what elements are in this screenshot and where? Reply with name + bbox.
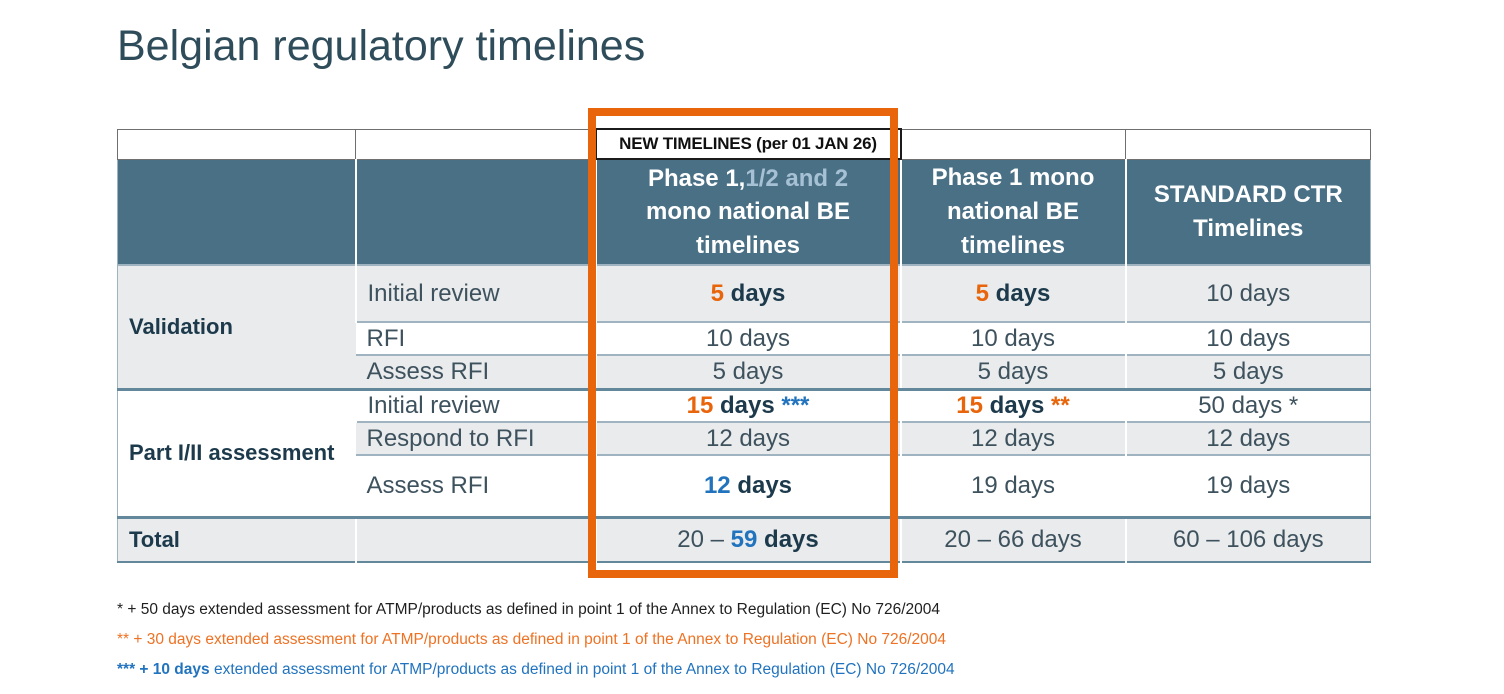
value-unit: days bbox=[988, 279, 1051, 307]
cell-p1-phase1-mono: 15 days ** bbox=[899, 387, 1126, 422]
cell-v3-standard: 5 days bbox=[1124, 354, 1371, 389]
footnote-marker-blue: *** bbox=[781, 391, 810, 419]
row-validation-rfi: RFI 10 days 10 days 10 days bbox=[118, 321, 1371, 355]
cell-p1-standard: 50 days * bbox=[1124, 387, 1371, 422]
header-standard-line2: Timelines bbox=[1193, 214, 1304, 242]
value-number: 12 bbox=[703, 471, 731, 499]
row-label-assess-rfi: Assess RFI bbox=[355, 454, 596, 517]
value-unit: days bbox=[757, 525, 819, 553]
group-label-total: Total bbox=[117, 515, 356, 562]
header-standard-line1: STANDARD CTR bbox=[1153, 181, 1343, 209]
row-part-assess-rfi: Assess RFI 12 days 19 days 19 days bbox=[118, 454, 1371, 517]
cell-p2-phase1-mono: 12 days bbox=[899, 421, 1126, 455]
cell-v2-new-phase112: 10 days bbox=[594, 321, 901, 355]
value-number: 5 bbox=[975, 279, 989, 307]
row-label-initial-review: Initial review bbox=[354, 264, 596, 322]
row-label-respond-to-rfi: Respond to RFI bbox=[355, 421, 596, 455]
cell-total-new-phase112: 20 – 59 days bbox=[594, 515, 901, 562]
footnote-1-star: * + 50 days extended assessment for ATMP… bbox=[117, 601, 941, 618]
banner-empty-a bbox=[117, 128, 356, 160]
value-number: 59 bbox=[730, 525, 758, 553]
row-label-assess-rfi: Assess RFI bbox=[355, 354, 596, 389]
banner-empty-b bbox=[355, 128, 596, 160]
header-phase112-light: 1/2 and 2 bbox=[745, 164, 849, 192]
cell-v2-standard: 10 days bbox=[1124, 321, 1371, 355]
cell-v2-phase1-mono: 10 days bbox=[899, 321, 1126, 355]
row-total: Total 20 – 59 days 20 – 66 days 60 – 106… bbox=[117, 515, 1371, 562]
cell-v1-phase1-mono: 5 days bbox=[899, 264, 1126, 322]
value-range-start: 20 – bbox=[677, 525, 731, 553]
banner-empty-e bbox=[1125, 128, 1371, 160]
header-phase112-line2: mono national BE bbox=[646, 198, 850, 226]
cell-p3-phase1-mono: 19 days bbox=[899, 454, 1126, 517]
header-phase1-line2: national BE bbox=[946, 197, 1079, 225]
cell-v3-new-phase112: 5 days bbox=[594, 354, 901, 389]
header-empty-a bbox=[117, 159, 356, 265]
footnote-marker-orange: ** bbox=[1051, 391, 1070, 419]
group-label-part-i-ii-assessment: Part I/II assessment bbox=[117, 387, 356, 517]
column-header-phase-1-12-2: Phase 1,1/2 and 2 mono national BE timelin… bbox=[594, 159, 901, 265]
cell-v1-standard: 10 days bbox=[1124, 264, 1371, 322]
row-part-respond-to-rfi: Respond to RFI 12 days 12 days 12 days bbox=[118, 421, 1371, 455]
column-header-phase-1-mono: Phase 1 mono national BE timelines bbox=[899, 159, 1126, 265]
cell-p3-new-phase112: 12 days bbox=[594, 454, 901, 517]
cell-total-phase1-mono: 20 – 66 days bbox=[899, 515, 1126, 562]
row-validation-assess-rfi: Assess RFI 5 days 5 days 5 days bbox=[118, 354, 1371, 389]
cell-p3-standard: 19 days bbox=[1124, 454, 1371, 517]
row-label-initial-review: Initial review bbox=[354, 387, 596, 422]
banner-empty-d bbox=[900, 128, 1126, 160]
header-phase1-line1: Phase 1 mono bbox=[931, 164, 1095, 192]
page-title: Belgian regulatory timelines bbox=[117, 22, 646, 70]
cell-p2-standard: 12 days bbox=[1124, 421, 1371, 455]
timelines-table: NEW TIMELINES (per 01 JAN 26) Phase 1,1/… bbox=[117, 128, 1371, 563]
header-row: Phase 1,1/2 and 2 mono national BE timelin… bbox=[117, 159, 1371, 265]
cell-v3-phase1-mono: 5 days bbox=[899, 354, 1126, 389]
value-unit: days bbox=[982, 391, 1052, 419]
cell-p2-new-phase112: 12 days bbox=[594, 421, 901, 455]
header-empty-b bbox=[354, 159, 596, 265]
cell-total-standard: 60 – 106 days bbox=[1124, 515, 1371, 562]
new-timelines-banner: NEW TIMELINES (per 01 JAN 26) bbox=[594, 128, 902, 160]
row-part-initial-review: Part I/II assessment Initial review 15 d… bbox=[117, 387, 1371, 517]
header-phase112-line3: timelines bbox=[695, 231, 801, 259]
row-label-rfi: RFI bbox=[355, 321, 596, 355]
cell-v1-new-phase112: 5 days bbox=[594, 264, 901, 322]
value-unit: days bbox=[730, 471, 793, 499]
header-phase112-dark: Phase 1, bbox=[647, 164, 746, 192]
footnote-2-star: ** + 30 days extended assessment for ATM… bbox=[117, 631, 947, 648]
value-number: 15 bbox=[686, 391, 714, 419]
footnote-3-star: *** + 10 days extended assessment for AT… bbox=[117, 661, 955, 679]
value-unit: days bbox=[723, 279, 786, 307]
value-number: 15 bbox=[956, 391, 983, 419]
row-validation-initial-review: Validation Initial review 5 days 5 days … bbox=[117, 264, 1371, 389]
banner-row: NEW TIMELINES (per 01 JAN 26) bbox=[117, 128, 1371, 160]
footnote-3-bold-prefix: *** + 10 days bbox=[117, 661, 210, 678]
cell-p1-new-phase112: 15 days *** bbox=[594, 387, 901, 422]
value-number: 5 bbox=[710, 279, 724, 307]
timelines-table-container: NEW TIMELINES (per 01 JAN 26) Phase 1,1/… bbox=[117, 128, 1371, 563]
header-phase1-line3: timelines bbox=[960, 231, 1066, 259]
column-header-standard-ctr: STANDARD CTR Timelines bbox=[1124, 159, 1371, 265]
cell-total-empty bbox=[354, 515, 596, 562]
footnote-3-rest: extended assessment for ATMP/products as… bbox=[209, 661, 955, 678]
group-label-validation: Validation bbox=[117, 264, 356, 389]
value-unit: days bbox=[713, 391, 782, 419]
